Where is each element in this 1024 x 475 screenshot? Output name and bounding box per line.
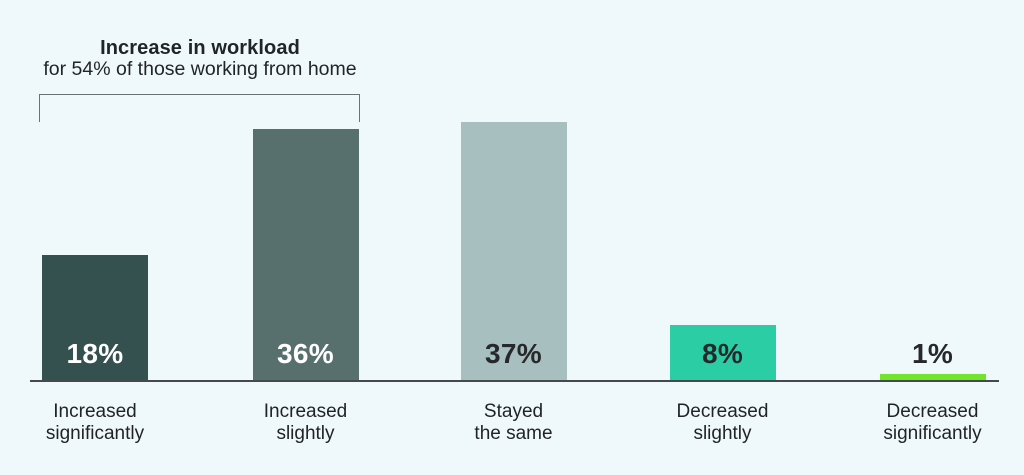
- category-label-increased-slightly: Increased slightly: [206, 401, 406, 445]
- chart-title: Increase in workload: [100, 37, 300, 59]
- bar-decreased-slightly: [669, 325, 776, 381]
- category-label-line: Decreased: [886, 401, 979, 422]
- category-label-line: significantly: [45, 423, 145, 444]
- x-axis-line: [30, 380, 999, 382]
- category-label-line: slightly: [276, 423, 335, 444]
- category-label-line: slightly: [693, 423, 752, 444]
- annotation-bracket: [39, 94, 360, 122]
- chart-subtitle: for 54% of those working from home: [43, 58, 357, 80]
- bar-value-label-stayed-the-same: 37%: [485, 338, 542, 369]
- category-label-line: the same: [474, 423, 553, 444]
- bar-value-label-decreased-significantly: 1%: [911, 338, 954, 369]
- category-label-line: significantly: [883, 423, 982, 444]
- bar-increased-significantly: [42, 255, 148, 381]
- category-label-increased-significantly: Increased significantly: [0, 401, 195, 445]
- category-label-decreased-significantly: Decreased significantly: [833, 401, 1024, 445]
- bar-value-label-increased-slightly: 36%: [277, 338, 334, 369]
- category-label-line: Increased: [263, 401, 348, 422]
- bar-decreased-significantly: [879, 374, 986, 381]
- category-label-stayed-the-same: Stayed the same: [414, 401, 614, 445]
- chart-title-block: Increase in workload for 54% of those wo…: [24, 38, 376, 80]
- bar-value-label-increased-significantly: 18%: [66, 338, 124, 369]
- bar-increased-slightly: [252, 129, 359, 381]
- category-label-line: Stayed: [483, 401, 544, 422]
- category-label-line: Decreased: [676, 401, 769, 422]
- bar-stayed-the-same: [460, 122, 567, 381]
- category-label-line: Increased: [53, 401, 137, 422]
- bar-value-label-decreased-slightly: 8%: [701, 338, 744, 369]
- category-label-decreased-slightly: Decreased slightly: [623, 401, 823, 445]
